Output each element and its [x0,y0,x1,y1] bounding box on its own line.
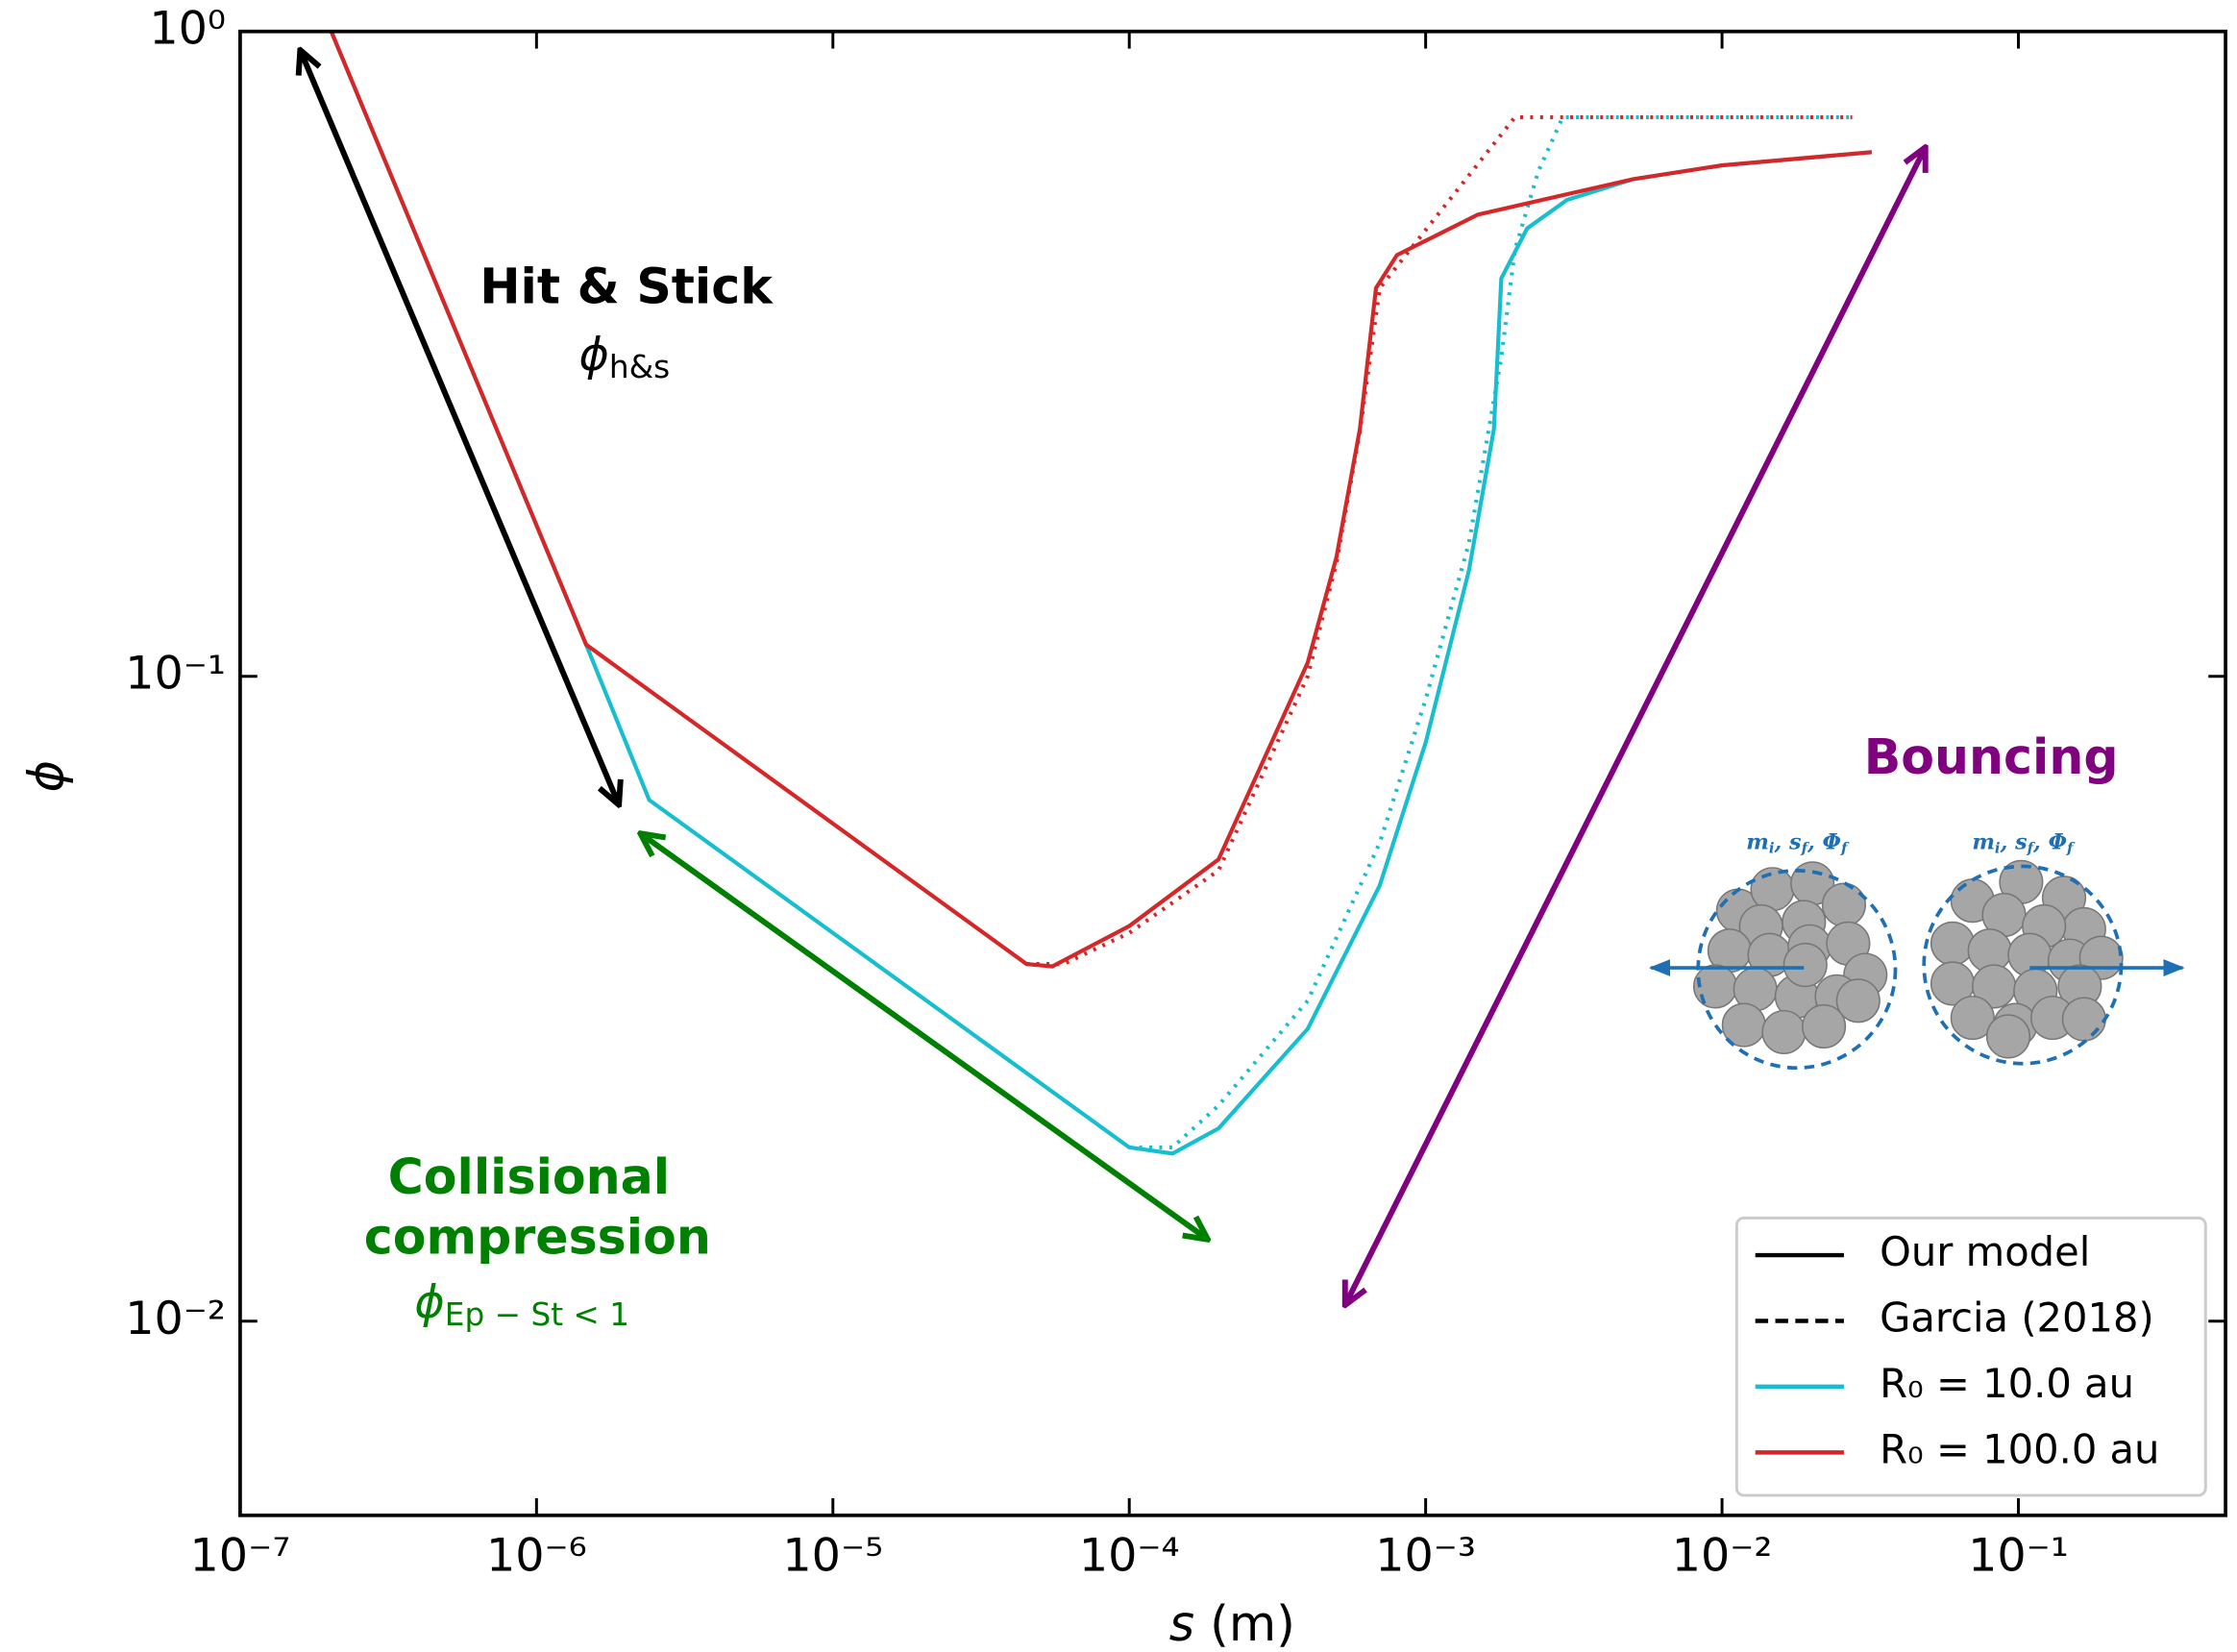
x-axis-label: s (m) [1169,1594,1295,1651]
arrow [300,50,619,804]
inset-part: , Φ [1807,830,1841,855]
inset-part: , Φ [2032,830,2067,855]
legend-label: R₀ = 10.0 au [1880,1360,2134,1407]
x-label-part: (m) [1194,1594,1295,1651]
arrow [640,833,1208,1239]
x-tick-label: 10⁻¹ [1968,1529,2069,1582]
inset-label: mi, sf, Φf [1746,830,1850,857]
x-tick-label: 10⁻² [1672,1529,1773,1582]
annotation: Bouncing [1864,728,2119,785]
series-line [329,30,1873,969]
arrow [1345,147,1926,1305]
annotation: compression [364,1209,711,1266]
inset-part: m [1972,830,1995,855]
annotation: Hit & Stick [479,258,774,314]
legend-label: R₀ = 100.0 au [1880,1425,2159,1472]
inset-part: f [2027,840,2036,857]
x-tick-label: 10⁻⁷ [190,1529,291,1582]
x-tick-label: 10⁻³ [1375,1529,1476,1582]
legend-label: Our model [1880,1228,2090,1275]
x-tick-label: 10⁻⁴ [1079,1529,1180,1582]
y-tick-label: 10⁻¹ [125,648,226,701]
x-tick-label: 10⁻⁵ [782,1529,883,1582]
subscript: h&s [609,349,670,385]
inset-part: f [2066,840,2076,857]
x-tick-label: 10⁻⁶ [486,1529,587,1582]
plot-lines [329,30,1873,1156]
annotation: ϕEp − St < 1 [414,1276,629,1333]
y-tick-label: 10⁻² [125,1293,226,1345]
inset-part: f [1840,840,1850,857]
inset-label: mi, sf, Φf [1972,830,2076,857]
legend-label: Garcia (2018) [1880,1294,2154,1341]
plot-frame [238,29,2227,1517]
y-axis-label: ϕ [18,760,75,792]
series-line [1026,114,1853,967]
legend: Our model Garcia (2018) R₀ = 10.0 au R₀ = 1… [1734,1216,2207,1497]
subscript: Ep − St < 1 [445,1296,629,1333]
inset-part: , s [2000,830,2028,855]
symbol: ϕ [414,1276,444,1329]
inset-part: i [1995,840,2001,857]
legend-box [1734,1216,2207,1497]
inset-illustration [1648,859,2185,1071]
inset-part: , s [1774,830,1803,855]
inset-part: i [1769,840,1775,857]
y-tick-label: 10⁰ [149,3,226,56]
annotation: ϕh&s [578,329,670,385]
inset-part: m [1746,830,1769,855]
x-label-part: s [1169,1594,1194,1651]
annotation: Collisional [388,1148,670,1205]
symbol: ϕ [578,329,608,382]
inset-part: f [1801,840,1810,857]
